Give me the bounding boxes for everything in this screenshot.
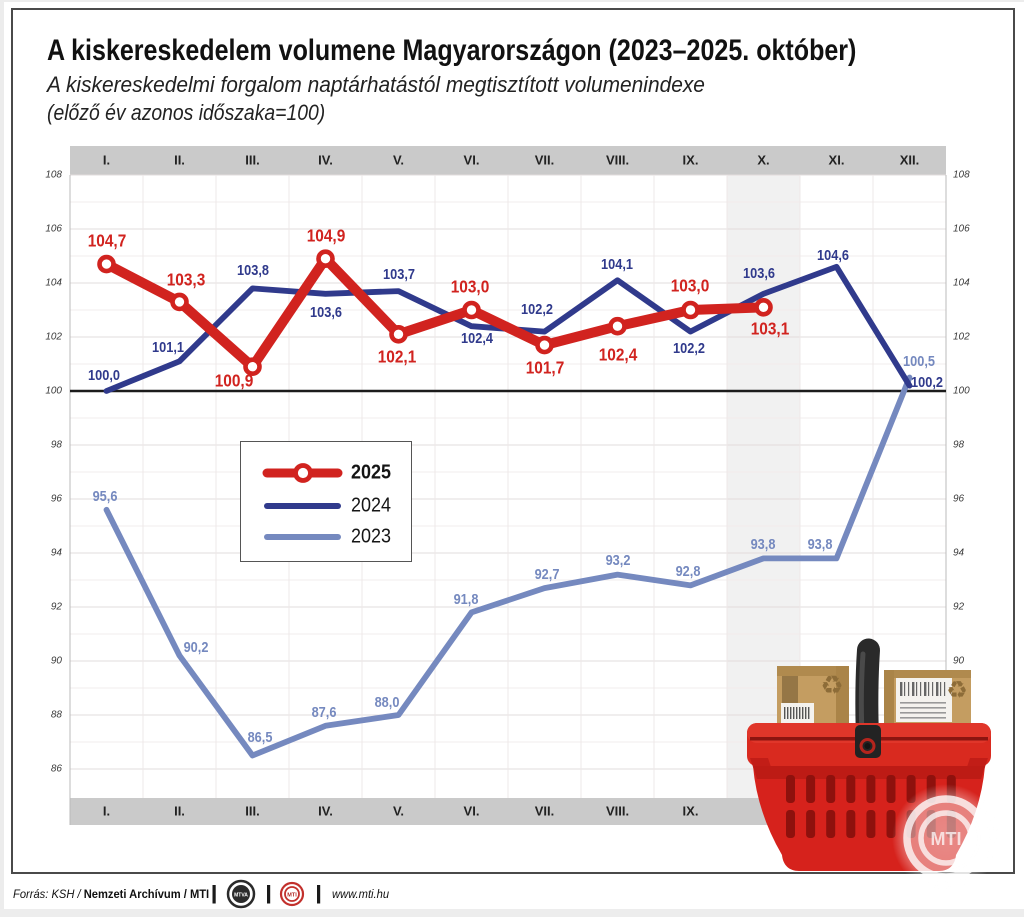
svg-text:MTVA: MTVA <box>234 893 248 899</box>
svg-text:MTI: MTI <box>287 893 297 899</box>
svg-text:♻: ♻ <box>946 677 968 704</box>
svg-text:MTI: MTI <box>931 829 962 849</box>
svg-text:♻: ♻ <box>820 670 843 700</box>
